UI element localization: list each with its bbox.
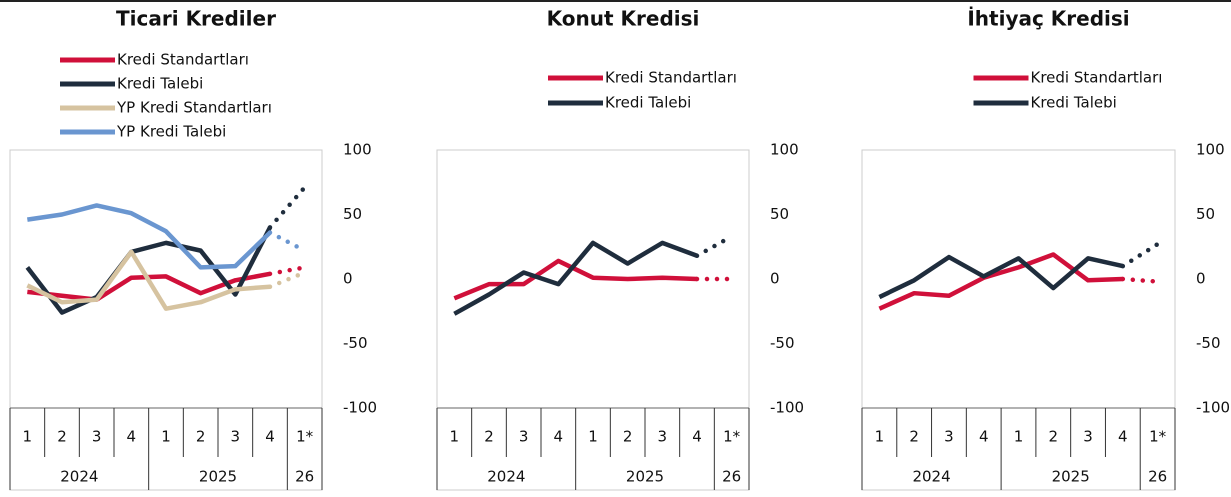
- y-tick-label: -50: [343, 334, 368, 352]
- legend-label: YP Kredi Standartları: [116, 99, 272, 117]
- x-tick-label: 4: [554, 428, 564, 446]
- y-tick-label: 50: [1196, 205, 1215, 223]
- group-label: 2024: [487, 468, 525, 486]
- x-tick-label: 1: [588, 428, 598, 446]
- x-tick-label: 4: [127, 428, 137, 446]
- y-tick-label: 100: [343, 141, 372, 159]
- forecast-line: [267, 185, 307, 230]
- chart-title: Konut Kredisi: [547, 7, 700, 31]
- group-label: 2025: [199, 468, 237, 486]
- x-tick-label: 3: [519, 428, 529, 446]
- y-tick-label: 50: [770, 205, 789, 223]
- x-tick-label: 1: [1014, 428, 1024, 446]
- group-label: 26: [295, 468, 314, 486]
- group-label: 2024: [912, 468, 950, 486]
- group-label: 26: [722, 468, 741, 486]
- x-tick-label: 3: [658, 428, 668, 446]
- series-line: [25, 226, 272, 315]
- x-tick-label: 1*: [296, 428, 314, 446]
- series-line: [878, 252, 1123, 311]
- x-tick-label: 4: [1118, 428, 1128, 446]
- y-tick-label: 0: [343, 270, 353, 288]
- plot-frame: [861, 149, 1176, 491]
- x-tick-label: 1: [161, 428, 171, 446]
- x-tick-label: 1*: [1149, 428, 1167, 446]
- chart-title: Ticari Krediler: [116, 7, 276, 31]
- legend-label: Kredi Standartları: [1031, 69, 1163, 87]
- y-tick-label: 0: [770, 270, 780, 288]
- forecast-line: [267, 265, 307, 277]
- x-tick-label: 3: [231, 428, 241, 446]
- x-tick-label: 1*: [723, 428, 741, 446]
- x-tick-label: 1: [875, 428, 885, 446]
- series-line: [453, 240, 698, 316]
- x-tick-label: 4: [265, 428, 275, 446]
- series-line: [27, 203, 272, 270]
- x-tick-label: 4: [979, 428, 989, 446]
- chart-title: İhtiyaç Kredisi: [967, 7, 1129, 31]
- x-tick-label: 2: [623, 428, 633, 446]
- legend-label: Kredi Standartları: [605, 69, 737, 87]
- legend-label: YP Kredi Talebi: [116, 123, 226, 141]
- forecast-line: [694, 234, 734, 259]
- legend-label: Kredi Talebi: [1031, 94, 1117, 112]
- x-tick-label: 1: [23, 428, 33, 446]
- x-tick-label: 4: [692, 428, 702, 446]
- x-tick-label: 2: [196, 428, 206, 446]
- legend-label: Kredi Talebi: [117, 75, 203, 93]
- x-tick-label: 3: [944, 428, 954, 446]
- x-tick-label: 2: [1049, 428, 1059, 446]
- y-tick-label: -100: [770, 399, 804, 417]
- plot-frame: [436, 149, 750, 491]
- y-tick-label: -100: [1196, 399, 1230, 417]
- series-line: [878, 254, 1124, 300]
- y-tick-label: 50: [343, 205, 362, 223]
- x-tick-label: 3: [92, 428, 102, 446]
- group-label: 2025: [1052, 468, 1090, 486]
- series-line: [453, 258, 698, 301]
- x-tick-label: 2: [909, 428, 919, 446]
- forecast-line: [267, 230, 307, 253]
- group-label: 26: [1148, 468, 1167, 486]
- x-tick-label: 1: [450, 428, 460, 446]
- y-tick-label: -50: [770, 334, 795, 352]
- series-line: [26, 249, 271, 311]
- plot-frame: [9, 149, 323, 491]
- forecast-line: [1120, 276, 1160, 284]
- legend-label: Kredi Standartları: [117, 51, 249, 69]
- group-label: 2024: [60, 468, 98, 486]
- forecast-line: [1120, 241, 1160, 269]
- y-tick-label: 100: [1196, 141, 1225, 159]
- y-tick-label: -50: [1196, 334, 1221, 352]
- y-tick-label: 100: [770, 141, 799, 159]
- y-tick-label: 0: [1196, 270, 1206, 288]
- forecast-line: [267, 270, 307, 289]
- x-tick-label: 3: [1083, 428, 1093, 446]
- y-tick-label: -100: [343, 399, 377, 417]
- x-tick-label: 2: [484, 428, 494, 446]
- x-tick-label: 2: [57, 428, 67, 446]
- group-label: 2025: [626, 468, 664, 486]
- legend-label: Kredi Talebi: [605, 94, 691, 112]
